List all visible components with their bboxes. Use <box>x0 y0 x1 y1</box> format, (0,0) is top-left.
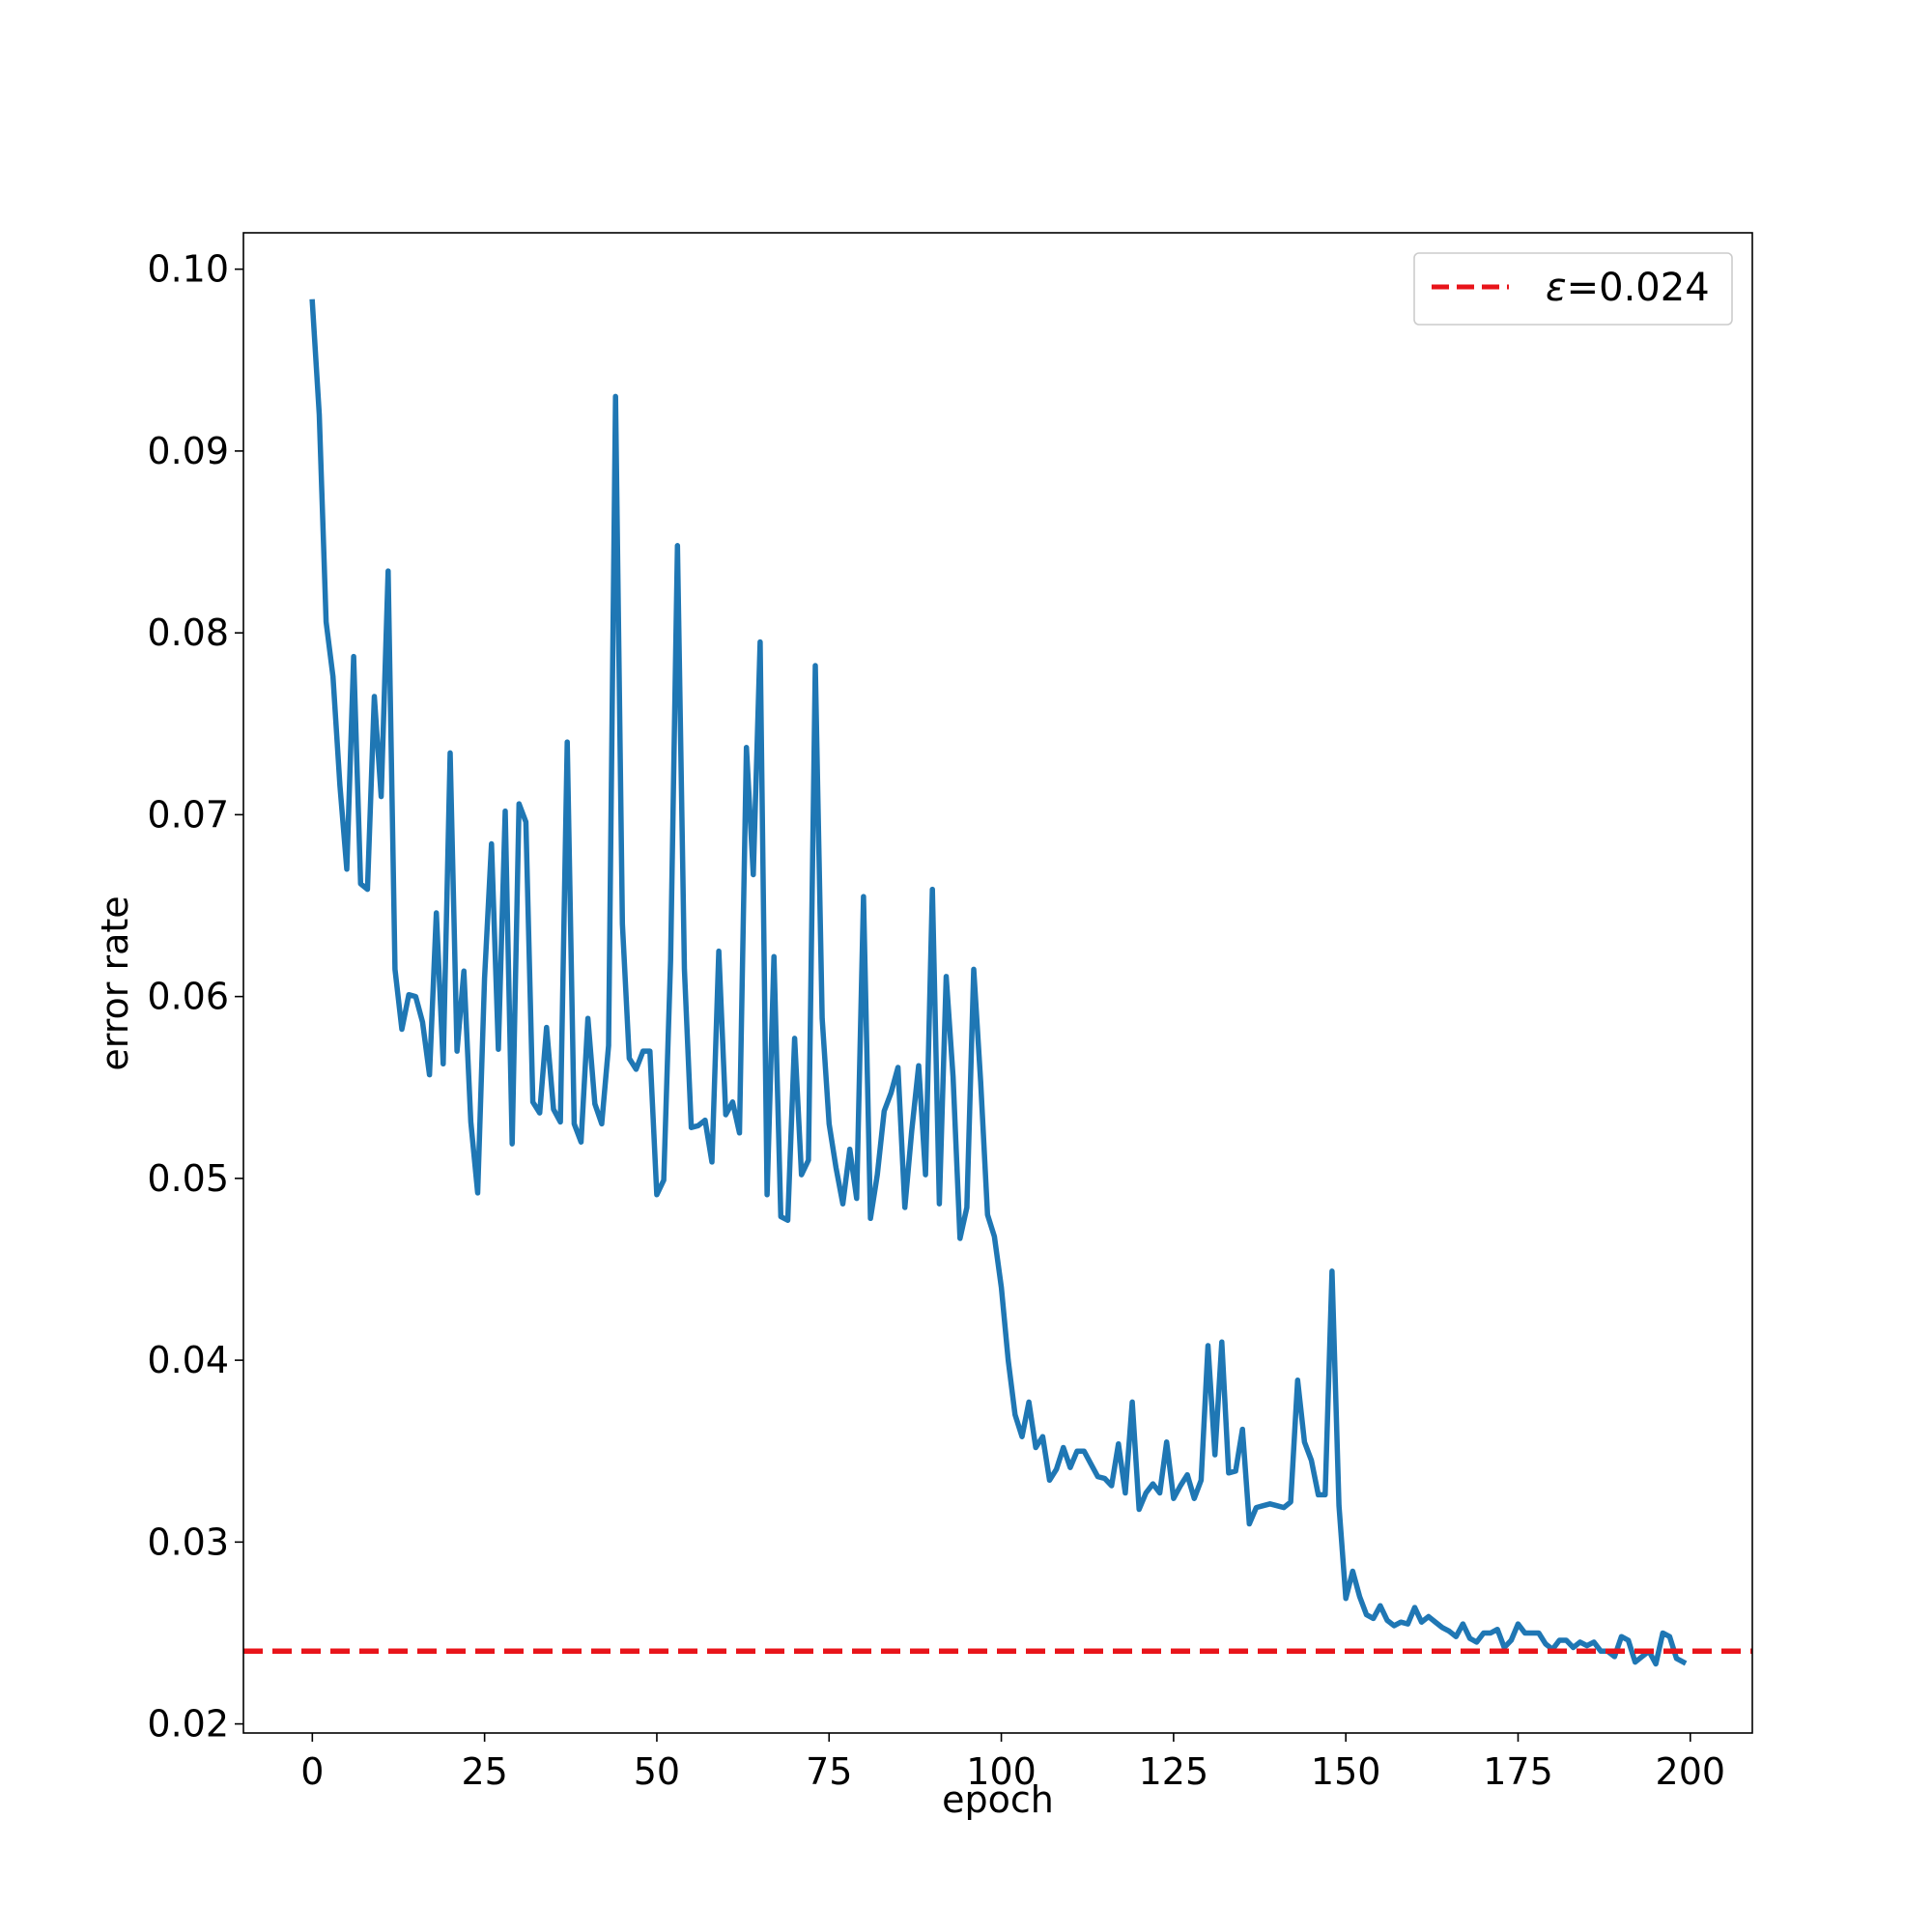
legend-box <box>1413 252 1733 326</box>
y-tick-label: 0.06 <box>147 976 229 1018</box>
x-axis-label: epoch <box>942 1778 1054 1821</box>
error-rate-line <box>309 298 1688 1667</box>
axes-frame <box>242 232 1753 1734</box>
legend-epsilon-value: =0.024 <box>1567 266 1710 310</box>
x-tick-label: 25 <box>461 1750 507 1793</box>
x-tick-label: 200 <box>1656 1750 1726 1793</box>
y-tick-label: 0.04 <box>147 1339 229 1381</box>
y-tick-label: 0.07 <box>147 793 229 836</box>
y-tick-label: 0.02 <box>147 1703 229 1746</box>
y-tick-label: 0.08 <box>147 611 229 654</box>
y-axis-label: error rate <box>94 895 136 1070</box>
plot-area <box>243 298 1752 1667</box>
legend-threshold-label: ε=0.024 <box>1546 266 1710 310</box>
legend-epsilon-symbol: ε <box>1546 266 1567 310</box>
x-axis: 0 25 50 75 100 125 150 175 200 <box>300 1733 1725 1793</box>
x-tick-label: 0 <box>300 1750 324 1793</box>
y-tick-label: 0.10 <box>147 248 229 291</box>
x-tick-label: 100 <box>966 1750 1037 1793</box>
legend: ε=0.024 <box>1413 252 1733 326</box>
x-tick-label: 50 <box>634 1750 680 1793</box>
y-tick-label: 0.09 <box>147 430 229 472</box>
y-tick-label: 0.03 <box>147 1520 229 1563</box>
x-tick-label: 75 <box>806 1750 852 1793</box>
y-tick-label: 0.05 <box>147 1157 229 1200</box>
x-tick-label: 175 <box>1483 1750 1553 1793</box>
y-axis: 0.02 0.03 0.04 0.05 0.06 0.07 0.08 0.09 0.10 <box>147 248 243 1746</box>
x-tick-label: 150 <box>1311 1750 1381 1793</box>
x-tick-label: 125 <box>1139 1750 1209 1793</box>
